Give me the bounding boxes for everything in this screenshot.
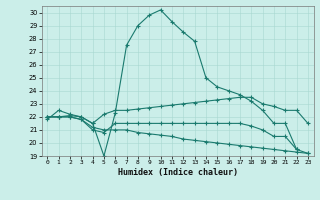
X-axis label: Humidex (Indice chaleur): Humidex (Indice chaleur) [118, 168, 237, 177]
